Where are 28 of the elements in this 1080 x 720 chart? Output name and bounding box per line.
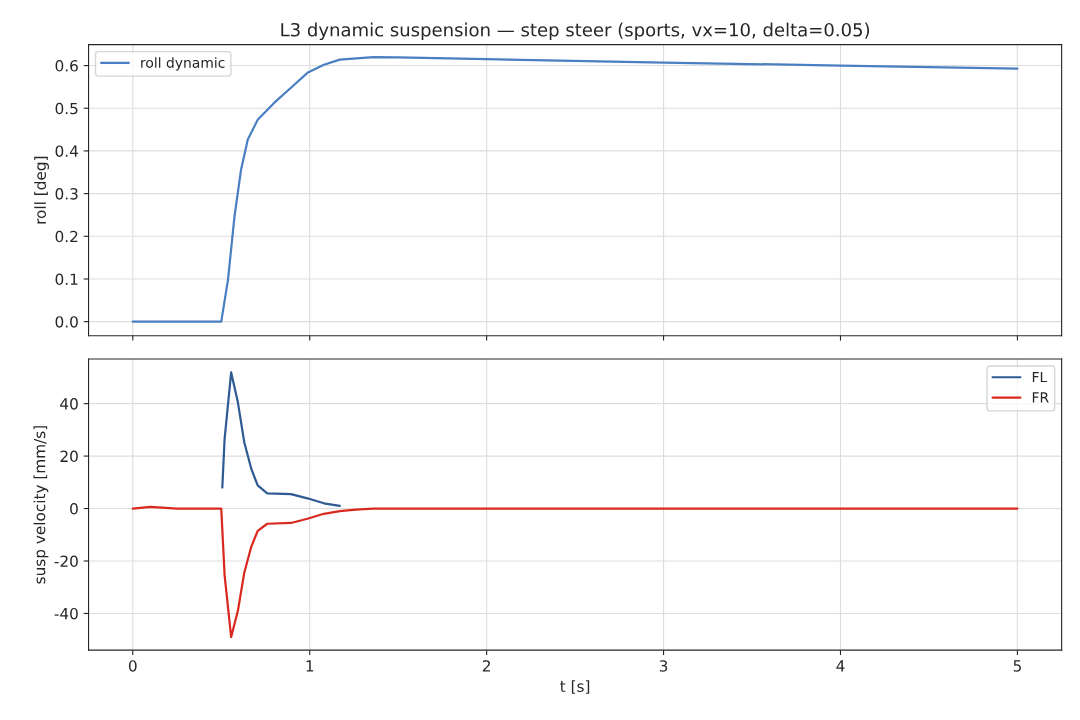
y-tick-label: 0.2 — [55, 230, 78, 243]
line-series — [131, 55, 1019, 323]
chart-title: L3 dynamic suspension — step steer (sports, vx=10, delta=0.05) — [281, 22, 870, 41]
x-tick-label: 3 — [659, 660, 668, 672]
y-tick-label: 0.6 — [55, 60, 78, 72]
y-tick-label: 0 — [70, 503, 78, 515]
y-axis-title: susp velocity [mm/s] — [33, 426, 49, 584]
x-axis-title: t [s] — [560, 680, 590, 694]
y-tick-label: 40 — [60, 398, 78, 410]
x-tick-label: 1 — [306, 660, 314, 672]
y-tick-label: 0.0 — [55, 316, 78, 328]
x-tick-label: 2 — [482, 660, 490, 672]
y-axis-title: roll [deg] — [34, 156, 49, 224]
x-tick-label: 0 — [128, 660, 137, 672]
y-tick-label: 0.5 — [55, 102, 78, 115]
y-tick-label: 20 — [60, 450, 78, 463]
y-tick-label: 0.1 — [55, 273, 78, 286]
legend-label: FL — [1032, 371, 1048, 383]
line-series — [221, 371, 341, 508]
y-tick-label: -40 — [54, 607, 78, 620]
legend-label: FR — [1032, 392, 1049, 403]
x-tick-label: 4 — [836, 660, 845, 672]
y-tick-label: 0.4 — [55, 145, 78, 157]
legend-label: roll dynamic — [141, 57, 225, 71]
y-tick-label: -20 — [54, 555, 78, 568]
x-tick-label: 5 — [1013, 660, 1021, 672]
y-tick-label: 0.3 — [55, 188, 78, 200]
line-series — [131, 505, 1019, 639]
